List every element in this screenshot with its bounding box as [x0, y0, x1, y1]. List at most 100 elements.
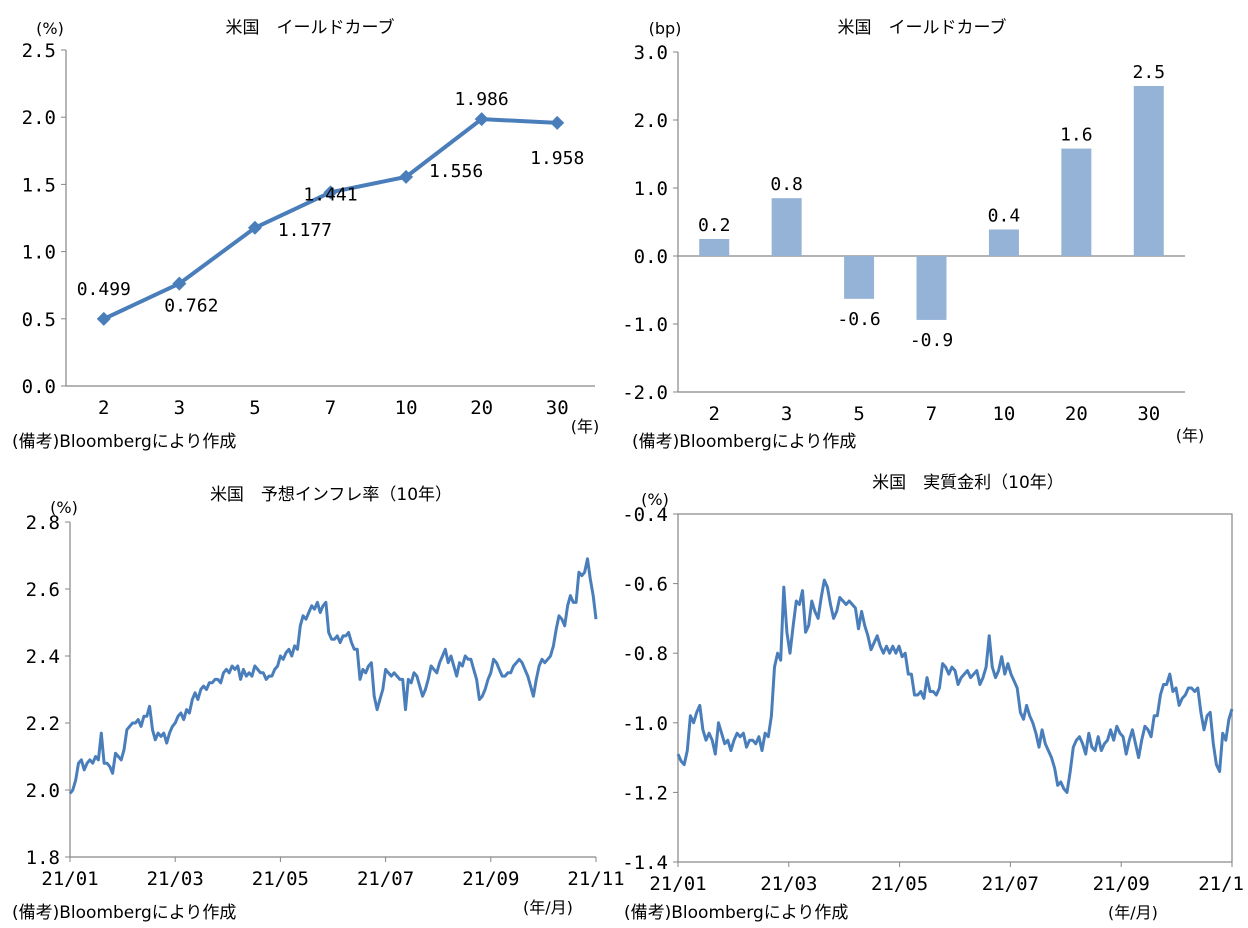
source-note: (備考)Bloombergにより作成 — [12, 903, 236, 923]
x-tick-label: 3 — [781, 403, 792, 425]
x-tick-label: 21/01 — [41, 868, 98, 890]
chart-real_rate: 米国 実質金利（10年） (%) (年/月) (備考)Bloombergにより作成 -1… — [622, 473, 1244, 923]
data-label: 0.8 — [770, 174, 803, 195]
y-tick-label: 2.5 — [22, 40, 56, 62]
x-unit-label: (年) — [1176, 426, 1205, 445]
data-label: 1.177 — [278, 220, 332, 241]
chart-title: 米国 イールドカーブ — [838, 17, 1007, 38]
x-tick-label: 7 — [926, 403, 937, 425]
y-tick-label: -0.6 — [622, 574, 668, 596]
data-label: 0.2 — [698, 215, 731, 236]
source-note: (備考)Bloombergにより作成 — [632, 432, 856, 452]
bar — [1061, 148, 1092, 256]
y-tick-label: -1.0 — [622, 713, 668, 735]
x-tick-label: 10 — [992, 403, 1015, 425]
y-tick-label: 2.2 — [26, 713, 60, 735]
y-tick-label: 2.8 — [26, 512, 60, 534]
y-tick-label: -1.0 — [622, 314, 668, 336]
y-tick-label: -0.8 — [622, 643, 668, 665]
data-point-marker — [550, 115, 565, 130]
x-tick-label: 21/11 — [567, 868, 624, 890]
y-tick-label: 2.0 — [22, 107, 56, 129]
data-point-marker — [399, 169, 414, 184]
x-tick-label: 21/07 — [357, 868, 414, 890]
bar — [1133, 86, 1164, 256]
x-tick-label: 21/01 — [649, 873, 706, 895]
bar — [771, 198, 802, 256]
data-point-marker — [323, 185, 338, 200]
x-tick-label: 7 — [325, 397, 336, 419]
y-tick-label: 1.0 — [634, 178, 668, 200]
data-label: -0.6 — [837, 309, 880, 330]
source-note: (備考)Bloombergにより作成 — [624, 903, 848, 923]
data-label: 1.441 — [303, 184, 357, 205]
x-tick-label: 30 — [1137, 403, 1160, 425]
data-point-marker — [247, 220, 262, 235]
chart-title: 米国 イールドカーブ — [226, 17, 395, 38]
x-tick-label: 21/07 — [982, 873, 1039, 895]
y-unit-label: (%) — [36, 19, 64, 38]
data-label: 1.986 — [455, 89, 509, 110]
x-tick-label: 20 — [470, 397, 493, 419]
chart-title: 米国 実質金利（10年） — [872, 473, 1064, 493]
chart-yield_change: 米国 イールドカーブ (bp) (年) (備考)Bloombergにより作成 -2.0 -… — [622, 17, 1204, 452]
x-tick-label: 3 — [174, 397, 185, 419]
bar — [844, 256, 875, 299]
y-tick-label: 1.8 — [26, 847, 60, 869]
y-unit-label: (bp) — [649, 19, 682, 38]
data-point-marker — [172, 276, 187, 291]
data-label: 0.762 — [164, 296, 218, 317]
data-label: 1.556 — [429, 161, 483, 182]
x-unit-label: (年/月) — [523, 898, 573, 917]
y-tick-label: -1.4 — [622, 852, 668, 874]
y-tick-label: 0.0 — [634, 246, 668, 268]
series-line — [68, 557, 598, 795]
y-tick-label: 2.4 — [26, 646, 60, 668]
y-tick-label: 0.5 — [22, 309, 56, 331]
x-tick-label: 2 — [98, 397, 109, 419]
x-tick-label: 20 — [1065, 403, 1088, 425]
x-tick-label: 21/05 — [252, 868, 309, 890]
x-tick-label: 21/1 — [1198, 873, 1244, 895]
x-tick-label: 2 — [708, 403, 719, 425]
y-tick-label: -2.0 — [622, 382, 668, 404]
bar — [916, 256, 947, 320]
chart-yield_level: 米国 イールドカーブ (%) (年) (備考)Bloombergにより作成 0.0 0.5… — [12, 17, 599, 452]
y-tick-label: -0.4 — [622, 504, 668, 526]
bar — [699, 239, 730, 256]
x-tick-label: 21/05 — [871, 873, 928, 895]
y-tick-label: 2.6 — [26, 579, 60, 601]
chart-breakeven: 米国 予想インフレ率（10年） (%) (年/月) (備考)Bloombergにより作… — [12, 485, 625, 923]
data-point-marker — [96, 311, 111, 326]
plot-frame — [677, 513, 1233, 863]
y-tick-label: 2.0 — [634, 110, 668, 132]
y-tick-label: 2.0 — [26, 780, 60, 802]
y-unit-label: (%) — [641, 490, 669, 509]
y-tick-label: -1.2 — [622, 782, 668, 804]
y-tick-label: 1.0 — [22, 242, 56, 264]
x-tick-label: 21/09 — [1093, 873, 1150, 895]
series-line — [676, 578, 1234, 794]
y-unit-label: (%) — [50, 498, 78, 517]
x-tick-label: 21/03 — [760, 873, 817, 895]
data-label: 0.4 — [988, 205, 1021, 226]
bar — [988, 229, 1019, 256]
x-tick-label: 30 — [546, 397, 569, 419]
data-label: 2.5 — [1133, 62, 1166, 83]
data-label: 0.499 — [77, 279, 131, 300]
x-unit-label: (年/月) — [1108, 903, 1158, 922]
data-label: -0.9 — [910, 330, 953, 351]
y-tick-label: 1.5 — [22, 174, 56, 196]
data-label: 1.6 — [1060, 125, 1093, 146]
x-tick-label: 5 — [853, 403, 864, 425]
y-tick-label: 3.0 — [634, 42, 668, 64]
x-tick-label: 10 — [395, 397, 418, 419]
x-unit-label: (年) — [571, 417, 600, 436]
chart-title: 米国 予想インフレ率（10年） — [210, 485, 452, 505]
y-tick-label: 0.0 — [22, 376, 56, 398]
x-tick-label: 21/03 — [147, 868, 204, 890]
source-note: (備考)Bloombergにより作成 — [12, 432, 236, 452]
x-tick-label: 21/09 — [462, 868, 519, 890]
x-tick-label: 5 — [249, 397, 260, 419]
